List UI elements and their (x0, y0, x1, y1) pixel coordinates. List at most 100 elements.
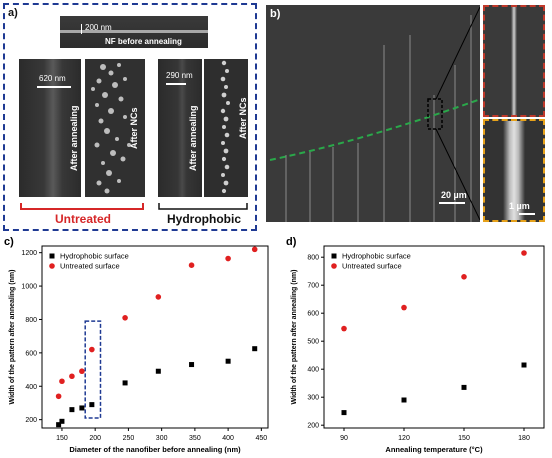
sem-untreated-after-ncs: After NCs (85, 59, 145, 197)
scale-label: 620 nm (39, 74, 66, 83)
legend-marker (331, 263, 337, 269)
scale-label: 200 nm (85, 23, 112, 32)
panel-label: c) (4, 236, 14, 248)
y-tick-label: 600 (307, 311, 319, 318)
zoom-region-box (427, 98, 443, 130)
data-point-circle (89, 346, 95, 353)
panel-a: a) 200 nm NF before annealing 620 nm Aft… (3, 3, 259, 231)
legend-marker (49, 263, 55, 269)
sem-hydrophobic-after-ncs: After NCs (204, 59, 248, 197)
sem-nf-before-annealing: 200 nm NF before annealing (60, 16, 208, 48)
scale-bar (166, 83, 186, 85)
y-tick-label: 300 (307, 395, 319, 402)
plot-frame (323, 245, 545, 429)
panel-label: d) (286, 236, 297, 248)
x-tick-label: 150 (56, 435, 68, 442)
sem-untreated-after-annealing: 620 nm After annealing (19, 59, 81, 197)
legend-label: Untreated surface (342, 262, 402, 271)
x-tick-label: 350 (189, 435, 201, 442)
x-tick-label: 150 (458, 435, 470, 442)
scale-bar (519, 213, 535, 215)
data-point-square (225, 358, 231, 364)
data-point-circle (225, 255, 231, 262)
image-caption: After NCs (129, 107, 139, 149)
image-caption: NF before annealing (105, 37, 182, 46)
scale-label: 1 µm (509, 201, 530, 211)
chart-c: c) 150 200 250 300 350 400 450 200 400 600 800 1000 1… (4, 236, 269, 454)
sem-main-image: b) 20 µm (266, 5, 480, 222)
nanocrystal-line (220, 60, 230, 194)
y-tick-label: 800 (25, 317, 37, 324)
x-tick-label: 120 (398, 435, 410, 442)
data-point-circle (461, 274, 467, 280)
image-caption: After annealing (69, 105, 79, 171)
data-point-circle (59, 378, 65, 385)
hydrophobic-bracket (158, 203, 248, 210)
untreated-bracket (20, 203, 144, 210)
inset-bottom: 1 µm (483, 119, 545, 222)
untreated-group-label: Untreated (55, 212, 112, 226)
x-tick-label: 180 (518, 435, 530, 442)
data-point-square (69, 407, 75, 413)
x-axis-label: Annealing temperature (°C) (385, 445, 483, 454)
x-tick-label: 400 (222, 435, 234, 442)
chart-d: d) 90 120 150 180 200 300 400 500 600 700 800 Anneal… (286, 236, 545, 454)
sem-hydrophobic-after-annealing: 290 nm After annealing (158, 59, 202, 197)
data-point-square (189, 362, 195, 368)
nanofiber-line (60, 30, 208, 33)
hydrophobic-group-label: Hydrophobic (167, 212, 241, 226)
nanofiber-array (269, 6, 480, 222)
y-axis-label: Width of the pattern after annealing (nm… (9, 270, 16, 405)
data-point-circle (122, 314, 128, 321)
x-tick-label: 250 (123, 435, 135, 442)
legend-label: Hydrophobic surface (60, 252, 129, 261)
data-point-square (341, 410, 347, 416)
inset-fiber (511, 7, 517, 115)
panel-a-frame (3, 3, 257, 231)
inset-ncs (503, 121, 525, 220)
data-point-square (155, 368, 161, 374)
data-point-square (89, 402, 95, 408)
x-axis-label: Diameter of the nanofiber before anneali… (69, 445, 241, 454)
data-point-circle (79, 368, 85, 375)
data-point-square (59, 418, 65, 424)
data-point-square (122, 380, 128, 386)
green-trace (269, 99, 479, 161)
x-tick-label: 450 (256, 435, 268, 442)
inset-top (483, 5, 545, 117)
data-point-circle (401, 304, 407, 311)
panel-b: b) 20 µm 1 µm (266, 5, 549, 222)
y-tick-label: 700 (307, 283, 319, 290)
legend-marker (49, 253, 55, 259)
y-tick-label: 200 (307, 423, 319, 430)
data-point-circle (251, 246, 258, 253)
data-point-square (461, 384, 467, 390)
scale-bar (439, 202, 465, 204)
y-tick-label: 600 (25, 350, 37, 357)
data-point-circle (69, 373, 75, 380)
scale-label: 20 µm (441, 190, 467, 200)
panel-b-label: b) (270, 8, 281, 20)
plot-frame (41, 245, 269, 429)
legend-label: Hydrophobic surface (342, 252, 411, 261)
nanocrystal-clusters (91, 63, 131, 194)
data-point-square (79, 405, 85, 411)
scale-label: 290 nm (166, 71, 193, 80)
image-caption: After annealing (188, 105, 198, 171)
x-tick-label: 300 (156, 435, 168, 442)
group-brackets (20, 203, 248, 210)
y-tick-label: 1000 (21, 284, 37, 291)
data-point-circle (521, 250, 527, 256)
y-axis-label: Width of the pattern after annealing (nm… (291, 270, 298, 405)
legend-label: Untreated surface (60, 262, 120, 271)
data-point-circle (188, 262, 195, 269)
data-point-square (521, 362, 527, 368)
scale-bar (37, 86, 71, 88)
data-point-square (56, 422, 62, 428)
highlight-box (84, 320, 102, 419)
legend-marker (331, 253, 337, 259)
y-tick-label: 200 (25, 417, 37, 424)
image-caption: After NCs (238, 97, 248, 139)
x-tick-label: 90 (340, 435, 348, 442)
data-point-square (401, 397, 407, 403)
